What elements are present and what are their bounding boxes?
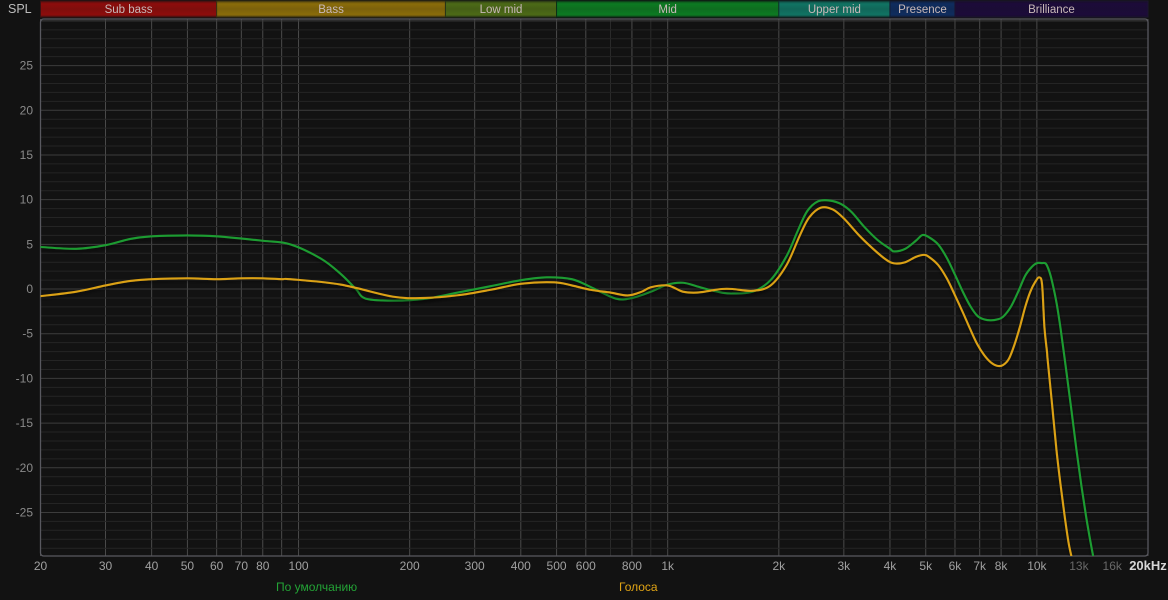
- svg-text:15: 15: [20, 148, 34, 162]
- svg-text:800: 800: [622, 559, 642, 573]
- svg-text:70: 70: [235, 559, 249, 573]
- svg-text:20kHz: 20kHz: [1129, 558, 1167, 573]
- svg-text:По умолчанию: По умолчанию: [276, 580, 357, 594]
- svg-text:400: 400: [511, 559, 531, 573]
- svg-text:500: 500: [547, 559, 567, 573]
- svg-text:100: 100: [289, 559, 309, 573]
- svg-text:Presence: Presence: [898, 4, 947, 16]
- svg-text:0: 0: [26, 282, 33, 296]
- svg-text:20: 20: [34, 559, 48, 573]
- svg-text:-10: -10: [16, 371, 34, 385]
- svg-text:Low mid: Low mid: [480, 4, 523, 16]
- svg-text:SPL: SPL: [8, 2, 32, 16]
- svg-text:40: 40: [145, 559, 159, 573]
- svg-text:6k: 6k: [949, 559, 963, 573]
- svg-text:10: 10: [20, 193, 34, 207]
- svg-text:16k: 16k: [1103, 559, 1123, 573]
- svg-text:200: 200: [400, 559, 420, 573]
- svg-text:Mid: Mid: [658, 4, 677, 16]
- svg-text:13k: 13k: [1069, 559, 1089, 573]
- svg-text:3k: 3k: [837, 559, 851, 573]
- svg-text:60: 60: [210, 559, 224, 573]
- svg-text:10k: 10k: [1027, 559, 1047, 573]
- svg-text:-25: -25: [16, 505, 34, 519]
- svg-text:Bass: Bass: [318, 4, 344, 16]
- svg-text:1k: 1k: [661, 559, 675, 573]
- svg-text:8k: 8k: [995, 559, 1009, 573]
- svg-text:4k: 4k: [884, 559, 898, 573]
- svg-text:30: 30: [99, 559, 113, 573]
- svg-text:25: 25: [20, 59, 34, 73]
- svg-text:-20: -20: [16, 461, 34, 475]
- svg-text:7k: 7k: [973, 559, 987, 573]
- svg-text:-5: -5: [22, 327, 33, 341]
- svg-text:50: 50: [181, 559, 195, 573]
- svg-text:Brilliance: Brilliance: [1028, 4, 1075, 16]
- svg-text:Upper mid: Upper mid: [808, 4, 861, 16]
- svg-text:Голоса: Голоса: [619, 580, 658, 594]
- svg-text:-15: -15: [16, 416, 34, 430]
- svg-text:600: 600: [576, 559, 596, 573]
- svg-text:5: 5: [26, 237, 33, 251]
- svg-text:Sub bass: Sub bass: [105, 4, 153, 16]
- svg-text:5k: 5k: [919, 559, 933, 573]
- svg-text:300: 300: [465, 559, 485, 573]
- svg-text:20: 20: [20, 103, 34, 117]
- svg-text:2k: 2k: [772, 559, 786, 573]
- svg-text:80: 80: [256, 559, 270, 573]
